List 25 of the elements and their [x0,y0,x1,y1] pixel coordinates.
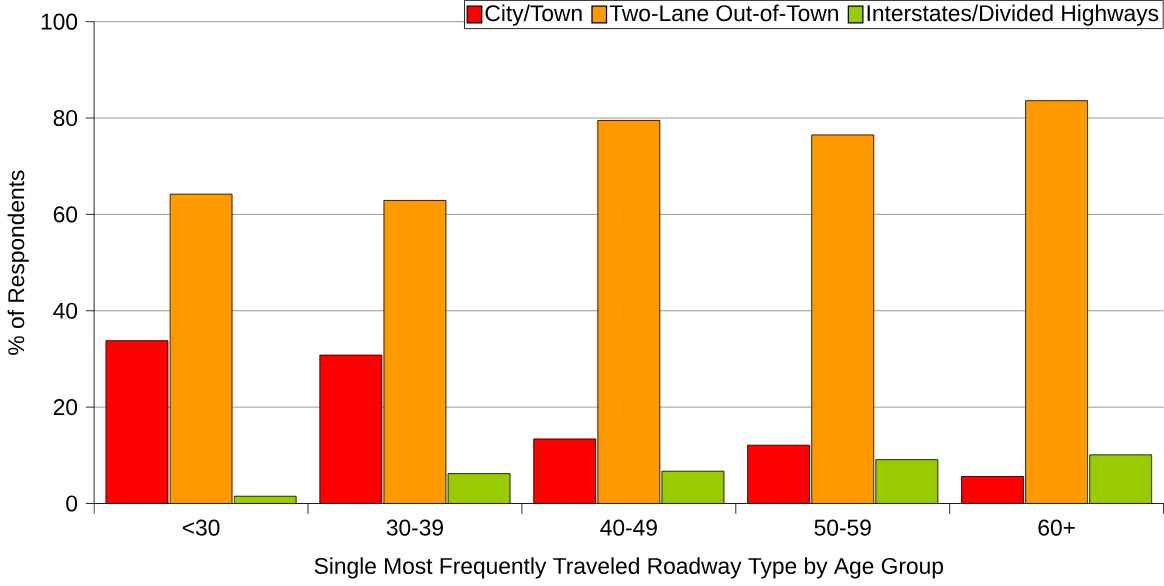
x-tick-label: 30-39 [386,519,443,536]
y-tick-label: 60 [53,206,78,223]
y-tick-label: 0 [66,495,78,512]
y-axis-title: % of Respondents [7,170,29,355]
bar [533,438,596,504]
bar [747,445,810,504]
x-tick-label: 60+ [1038,519,1075,536]
x-tick-label: <30 [182,519,220,536]
bar [1089,454,1153,504]
bar [875,459,938,504]
bar [105,340,168,504]
legend-label: Interstates/Divided Highways [867,4,1159,26]
bar [661,471,724,504]
x-tick-label: 40-49 [600,519,657,536]
bar [961,476,1024,504]
bar [448,473,511,504]
y-tick-label: 100 [41,13,78,30]
x-tick-label: 50-59 [814,519,871,536]
x-axis-title: Single Most Frequently Traveled Roadway Type by Age Group [314,557,943,579]
y-tick-label: 20 [53,399,78,416]
legend-label: City/Town [485,4,582,26]
y-tick-label: 80 [53,109,78,127]
y-tick-label: 40 [53,302,78,319]
legend-label: Two-Lane Out-of-Town [609,4,838,22]
bar [319,355,382,504]
